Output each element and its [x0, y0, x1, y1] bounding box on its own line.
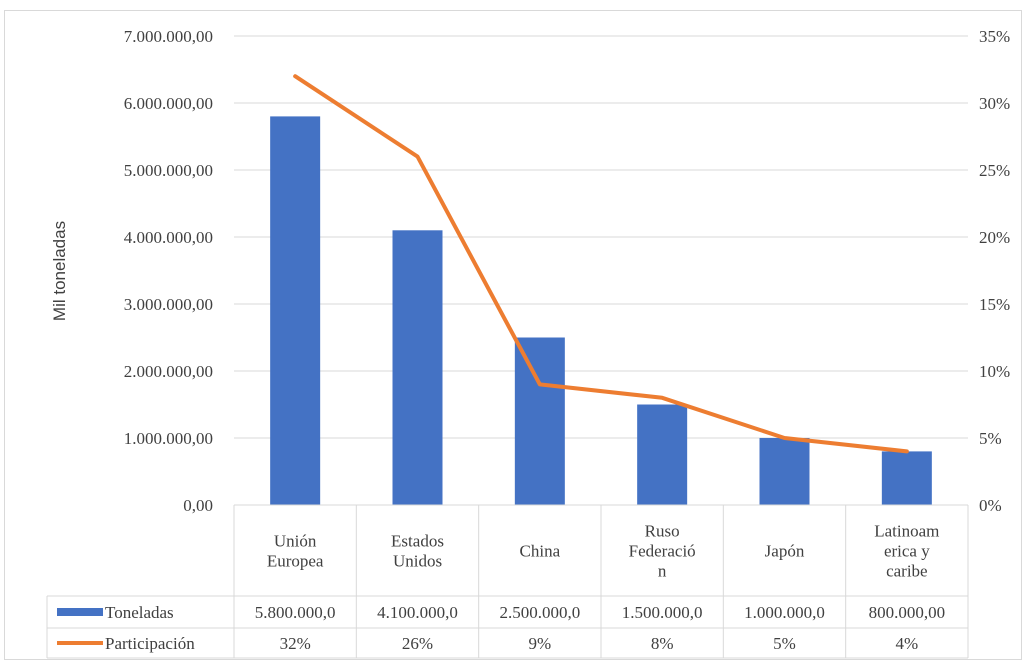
category-label: Japón: [765, 542, 805, 561]
bar-series: [270, 116, 932, 506]
bar: [514, 337, 565, 505]
category-label: Federació: [629, 542, 696, 561]
y-tick-label: 3.000.000,00: [124, 295, 213, 314]
y2-tick-label: 5%: [979, 429, 1002, 448]
y2-tick-label: 10%: [979, 362, 1010, 381]
data-table-value: 1.500.000,0: [622, 603, 703, 622]
y2-tick-label: 20%: [979, 228, 1010, 247]
category-label: China: [520, 542, 561, 561]
category-label: Europea: [267, 552, 324, 571]
data-table-value: 32%: [280, 634, 311, 653]
data-table-value: 4.100.000,0: [377, 603, 458, 622]
legend-label: Participación: [105, 634, 195, 653]
y-tick-label: 5.000.000,00: [124, 161, 213, 180]
chart-frame: 0,00 1.000.000,00 2.000.000,00 3.000.000,00…: [4, 10, 1022, 660]
y2-tick-label: 25%: [979, 161, 1010, 180]
y-axis-title: Mil toneladas: [50, 221, 69, 321]
bar: [759, 438, 810, 505]
category-label: Ruso: [645, 522, 680, 541]
category-label: caribe: [886, 562, 928, 581]
category-label: Unión: [274, 532, 317, 551]
y-tick-label: 7.000.000,00: [124, 27, 213, 46]
y-tick-label: 0,00: [183, 496, 213, 515]
category-label: Latinoam: [874, 522, 939, 541]
y-tick-label: 1.000.000,00: [124, 429, 213, 448]
category-label: n: [658, 562, 667, 581]
legend-label: Toneladas: [105, 603, 174, 622]
y-tick-label: 2.000.000,00: [124, 362, 213, 381]
data-table-value: 1.000.000,0: [744, 603, 825, 622]
category-label: erica y: [884, 542, 930, 561]
combo-chart: 0,00 1.000.000,00 2.000.000,00 3.000.000,00…: [46, 27, 1010, 659]
category-label: Estados: [391, 532, 444, 551]
category-label: Unidos: [393, 552, 442, 571]
bar: [637, 404, 688, 505]
data-table-value: 9%: [528, 634, 551, 653]
series-line: [293, 74, 909, 454]
line-series: [293, 74, 909, 454]
data-table-value: 4%: [895, 634, 918, 653]
y2-tick-label: 15%: [979, 295, 1010, 314]
gridlines: [234, 35, 968, 439]
bar: [881, 451, 932, 505]
data-table-value: 8%: [651, 634, 674, 653]
y-tick-label: 4.000.000,00: [124, 228, 213, 247]
data-table-value: 2.500.000,0: [499, 603, 580, 622]
y-tick-label: 6.000.000,00: [124, 94, 213, 113]
y2-tick-label: 30%: [979, 94, 1010, 113]
y2-tick-label: 0%: [979, 496, 1002, 515]
bar: [392, 230, 443, 506]
data-table-value: 26%: [402, 634, 433, 653]
y2-tick-label: 35%: [979, 27, 1010, 46]
data-table-value: 5%: [773, 634, 796, 653]
data-table-value: 800.000,00: [869, 603, 946, 622]
legend-key-bars: [57, 608, 103, 616]
bar: [270, 116, 321, 506]
data-table-value: 5.800.000,0: [255, 603, 336, 622]
right-axis-ticks: 0% 5% 10% 15% 20% 25% 30% 35%: [979, 27, 1010, 515]
left-axis-ticks: 0,00 1.000.000,00 2.000.000,00 3.000.000,00…: [124, 27, 213, 515]
